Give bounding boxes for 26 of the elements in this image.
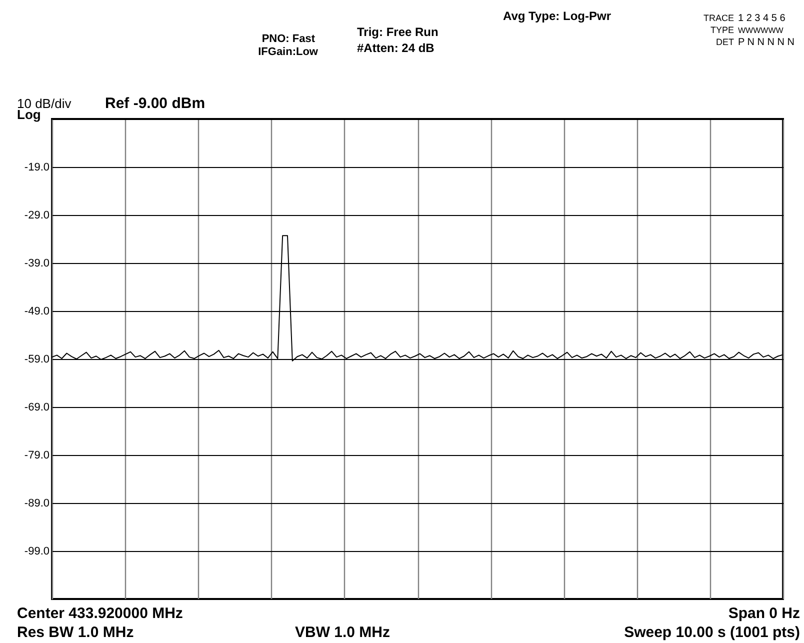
text: Span 0 Hz [728, 605, 800, 622]
text: Res BW 1.0 MHz [17, 624, 134, 641]
text: Avg Type: Log-Pwr [503, 9, 612, 23]
text: Trig: Free Run [357, 25, 438, 39]
text: WWWWWW [738, 26, 784, 35]
text: PNO: Fast [262, 33, 316, 45]
y-tick-label: -49.0 [24, 306, 50, 318]
text: Center 433.920000 MHz [17, 605, 183, 622]
y-tick-label: -89.0 [24, 498, 50, 510]
y-tick-label: -19.0 [24, 162, 50, 174]
text: Ref -9.00 dBm [105, 95, 206, 112]
y-tick-label: -79.0 [24, 450, 50, 462]
y-tick-label: -59.0 [24, 354, 50, 366]
text: Sweep 10.00 s (1001 pts) [624, 624, 800, 641]
text: #Atten: 24 dB [357, 41, 435, 55]
y-tick-label: -29.0 [24, 210, 50, 222]
text: DET [716, 37, 734, 47]
text: VBW 1.0 MHz [295, 624, 390, 641]
y-tick-label: -69.0 [24, 402, 50, 414]
text: 1 2 3 4 5 6 [738, 13, 786, 24]
y-tick-label: -39.0 [24, 258, 50, 270]
text: TRACE [703, 13, 734, 23]
y-tick-label: -99.0 [24, 546, 50, 558]
text: P N N N N N [738, 37, 794, 48]
text: IFGain:Low [258, 46, 318, 58]
text: TYPE [710, 25, 734, 35]
